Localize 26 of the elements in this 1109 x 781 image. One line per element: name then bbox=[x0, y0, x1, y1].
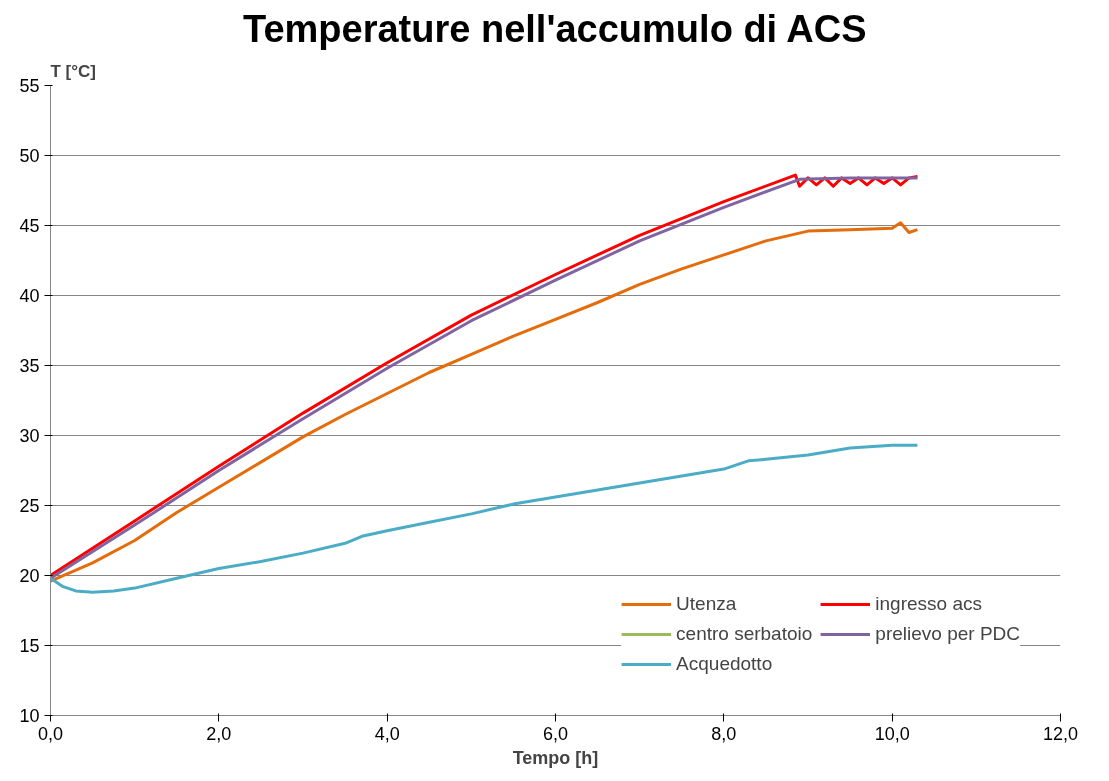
y-axis-title: T [°C] bbox=[50, 61, 97, 81]
legend-label: centro serbatoio bbox=[676, 623, 813, 645]
chart-title: Temperature nell'accumulo di ACS bbox=[243, 7, 867, 50]
legend-label: Acquedotto bbox=[676, 653, 773, 675]
y-tick-label: 30 bbox=[19, 426, 40, 446]
y-tick-label: 55 bbox=[19, 76, 40, 96]
x-tick-label: 6,0 bbox=[542, 723, 569, 744]
x-tick-label: 0,0 bbox=[37, 723, 64, 744]
x-tick-label: 2,0 bbox=[206, 723, 232, 744]
x-tick-label: 10,0 bbox=[874, 723, 910, 744]
legend-label: ingresso acs bbox=[875, 593, 982, 615]
y-tick-label: 10 bbox=[19, 706, 40, 726]
x-tick-label: 8,0 bbox=[711, 723, 737, 744]
x-tick-label: 4,0 bbox=[374, 723, 400, 744]
x-axis-title: Tempo [h] bbox=[512, 747, 599, 768]
y-tick-label: 40 bbox=[19, 286, 40, 306]
y-tick-label: 35 bbox=[19, 356, 40, 376]
line-series bbox=[50, 443, 919, 594]
x-tick-label: 12,0 bbox=[1042, 723, 1079, 744]
legend-label: prelievo per PDC bbox=[875, 623, 1020, 645]
y-tick-label: 25 bbox=[19, 496, 40, 516]
y-tick-label: 45 bbox=[19, 216, 40, 236]
legend-label: Utenza bbox=[676, 593, 737, 615]
y-tick-label: 50 bbox=[19, 146, 40, 166]
y-tick-label: 15 bbox=[19, 636, 40, 656]
y-tick-label: 20 bbox=[19, 566, 40, 586]
